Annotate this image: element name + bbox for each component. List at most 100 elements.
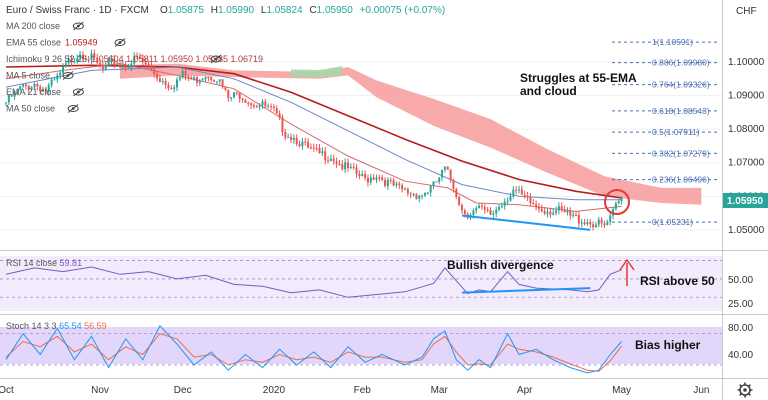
candle-body (537, 206, 540, 209)
indicator-legend-row: MA 200 close (6, 21, 60, 31)
visibility-eye-icon[interactable] (210, 54, 222, 64)
stoch-k-line (5, 324, 622, 374)
candle-body (509, 196, 512, 201)
candle-body (415, 194, 418, 199)
candle-body (446, 166, 449, 170)
candle-body (290, 136, 292, 140)
candle-body (421, 195, 424, 197)
candle-body (50, 79, 53, 86)
candle-body (543, 211, 546, 214)
price-axis[interactable]: 1.100001.090001.080001.070001.060001.050… (728, 57, 765, 236)
candle-body (349, 167, 352, 169)
price-tick-label: 1.08000 (728, 124, 765, 135)
eye-slash (73, 21, 84, 31)
candle-body (478, 205, 481, 209)
candle-body (30, 87, 33, 90)
candle-body (429, 185, 432, 193)
candle-body (483, 207, 486, 210)
time-tick-label: Apr (517, 385, 533, 396)
candle-body (526, 195, 529, 197)
candle-body (178, 77, 181, 80)
indicator-legend-row: Ichimoku 9 26 52 26 1.05604 1.05811 1.059… (6, 54, 263, 64)
indicator-value: 1.05949 (65, 38, 98, 48)
candle-body (227, 89, 230, 98)
time-tick-label: Dec (174, 385, 192, 396)
settings-gear-icon[interactable] (737, 382, 753, 398)
candle-body (557, 206, 560, 211)
candle-body (318, 147, 321, 154)
candle-body (309, 147, 312, 149)
eye-outline (67, 105, 79, 112)
candle-body (389, 179, 392, 181)
candle-body (298, 144, 301, 147)
candle-body (164, 81, 167, 85)
price-tick-label: 1.10000 (728, 57, 765, 68)
candle-body (201, 79, 204, 81)
candle-body (167, 84, 170, 88)
candle-body (195, 77, 198, 83)
candle-body (423, 192, 426, 196)
candle-body (130, 63, 133, 68)
candle-body (213, 79, 216, 82)
visibility-eye-icon[interactable] (67, 104, 79, 113)
candle-body (315, 147, 318, 149)
price-tick-label: 1.07000 (728, 158, 765, 169)
candle-body (67, 58, 70, 64)
ohlc-high-value: 1.05990 (218, 5, 255, 16)
currency-label: CHF (736, 6, 757, 17)
candle-body (583, 222, 586, 225)
candle-body (612, 208, 615, 216)
candle-body (575, 214, 577, 216)
candle-body (523, 194, 526, 196)
candle-body (238, 92, 241, 99)
rsi-tick-25: 25.00 (728, 299, 753, 310)
candle-body (563, 209, 566, 213)
candle-body (321, 151, 324, 154)
candle-body (281, 117, 284, 133)
candle-body (312, 147, 315, 149)
candle-body (335, 161, 338, 164)
candle-body (24, 84, 27, 86)
candle-body (158, 78, 161, 82)
ohlc-change: +0.00075 (+0.07%) (360, 5, 446, 16)
ohlc-low-key: L (261, 5, 267, 16)
stoch-label: Stoch 14 3 3 65.54 56.59 (6, 321, 107, 331)
candle-body (133, 55, 136, 64)
struggles-label-line2: and cloud (520, 84, 577, 98)
candle-body (620, 198, 623, 201)
candle-body (489, 209, 492, 215)
visibility-eye-icon[interactable] (114, 38, 126, 47)
visibility-eye-icon[interactable] (62, 71, 74, 80)
bias-higher-label: Bias higher (635, 338, 701, 352)
candle-body (609, 215, 612, 223)
stoch-d-value: 56.59 (84, 321, 107, 331)
candle-body (355, 167, 358, 174)
time-tick-label: Nov (91, 385, 109, 396)
symbol-title[interactable]: Euro / Swiss Franc · 1D · FXCM (6, 5, 149, 16)
visibility-eye-icon[interactable] (72, 21, 84, 31)
candle-body (173, 87, 176, 90)
candle-body (113, 59, 116, 65)
candle-body (275, 108, 278, 114)
time-axis[interactable]: Oct Nov Dec 2020 Feb Mar Apr May Jun (0, 385, 709, 396)
rsi-pane (0, 260, 722, 298)
candle-body (535, 204, 538, 207)
time-tick-label: Mar (431, 385, 449, 396)
candle-body (498, 207, 501, 210)
candle-body (156, 73, 159, 79)
candle-body (221, 79, 224, 88)
candle-body (566, 210, 569, 213)
candle-body (76, 57, 79, 62)
candle-body (378, 177, 381, 179)
candle-body (81, 54, 84, 59)
candle-body (597, 219, 600, 225)
visibility-eye-icon[interactable] (72, 87, 84, 97)
ohlc-open-value: 1.05875 (168, 5, 205, 16)
candle-body (258, 105, 261, 107)
candle-body (16, 89, 19, 92)
candle-body (432, 181, 435, 186)
candle-body (324, 151, 327, 161)
candle-body (406, 188, 409, 194)
candle-body (392, 180, 395, 186)
